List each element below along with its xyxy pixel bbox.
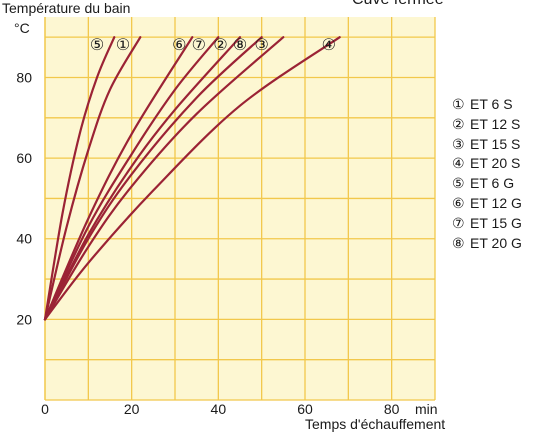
x-axis-title: Temps d'échauffement [305, 416, 445, 432]
legend-label: ET 6 G [470, 175, 515, 192]
legend-item: ① ET 6 S [452, 95, 522, 115]
curve-label: ⑧ [233, 37, 247, 54]
plot-area [45, 17, 435, 400]
x-tick-label: 60 [297, 401, 313, 417]
legend-marker: ② [452, 115, 465, 132]
x-axis-unit: min [415, 401, 438, 417]
x-tick-label: 80 [384, 401, 400, 417]
series-line-et-20-s [43, 36, 341, 321]
top-text: Cuve fermée [352, 0, 444, 8]
y-tick-label: 40 [16, 231, 32, 247]
series-line-et-12-s [43, 36, 242, 321]
legend-label: ET 20 G [470, 234, 522, 251]
legend-marker: ⑧ [452, 234, 465, 251]
curve-label: ④ [322, 37, 336, 54]
curve-label: ① [116, 37, 130, 54]
legend-item: ⑤ ET 6 G [452, 174, 522, 194]
legend-label: ET 15 S [470, 135, 521, 152]
legend-marker: ① [452, 96, 465, 112]
legend-label: ET 6 S [470, 96, 513, 112]
legend-label: ET 12 G [470, 194, 522, 211]
legend-item: ③ ET 15 S [452, 135, 522, 155]
legend-item: ⑥ ET 12 G [452, 194, 522, 214]
y-axis-unit: °C [14, 20, 30, 36]
axis-ticks: 0 20 40 60 80 20 40 60 80 [16, 69, 399, 417]
legend-item: ⑧ ET 20 G [452, 234, 522, 254]
legend-label: ET 15 G [470, 214, 522, 231]
y-axis-title: Température du bain [2, 0, 130, 16]
legend-item: ④ ET 20 S [452, 154, 522, 174]
series-line-et-15-s [43, 36, 285, 321]
x-tick-label: 40 [211, 401, 227, 417]
series-group [43, 36, 341, 321]
curve-label: ⑤ [90, 37, 104, 54]
series-line-et-6-s [43, 36, 142, 321]
series-line-et-15-g [43, 36, 220, 321]
x-tick-label: 0 [41, 401, 49, 417]
curve-label: ② [213, 37, 227, 54]
y-tick-label: 20 [16, 311, 32, 327]
grid [44, 17, 436, 401]
legend-marker: ③ [452, 135, 465, 152]
curve-label: ⑥ [172, 37, 186, 54]
series-line-et-12-g [43, 36, 194, 321]
y-tick-label: 80 [16, 69, 32, 85]
curve-label: ③ [254, 37, 268, 54]
series-line-et-6-g [43, 36, 116, 321]
x-tick-label: 20 [124, 401, 140, 417]
legend-marker: ④ [452, 155, 465, 172]
plot-background [45, 17, 435, 400]
legend-item: ② ET 12 S [452, 115, 522, 135]
curve-label: ⑦ [192, 37, 206, 54]
legend-label: ET 12 S [470, 115, 521, 132]
legend-marker: ⑦ [452, 214, 465, 231]
y-tick-label: 60 [16, 150, 32, 166]
series-line-et-20-g [43, 36, 263, 321]
legend-marker: ⑤ [452, 175, 465, 192]
legend-item: ⑦ ET 15 G [452, 214, 522, 234]
legend-label: ET 20 S [470, 155, 521, 172]
legend-marker: ⑥ [452, 194, 465, 211]
